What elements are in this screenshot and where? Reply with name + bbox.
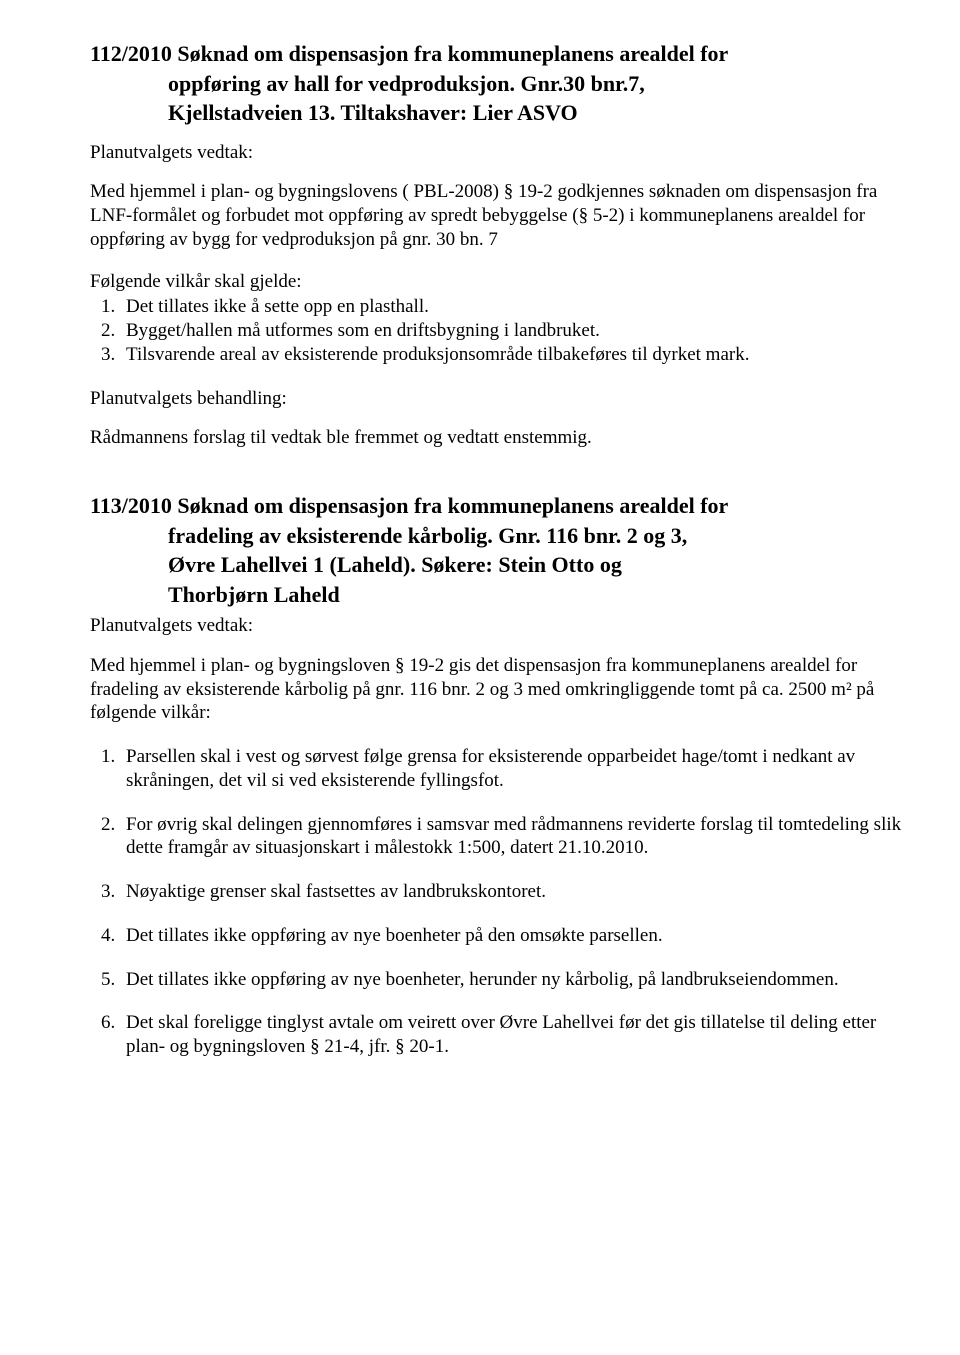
case-113-title-line1: 113/2010 Søknad om dispensasjon fra komm…: [90, 492, 905, 520]
case-112-vilkar-intro: Følgende vilkår skal gjelde:: [90, 270, 905, 294]
list-item: Nøyaktige grenser skal fastsettes av lan…: [120, 880, 905, 904]
case-112-vilkar-list: Det tillates ikke å sette opp en plastha…: [90, 295, 905, 366]
list-item: Det skal foreligge tinglyst avtale om ve…: [120, 1011, 905, 1059]
list-item: For øvrig skal delingen gjennomføres i s…: [120, 813, 905, 861]
list-item: Det tillates ikke å sette opp en plastha…: [120, 295, 905, 319]
case-112-title-line3: Kjellstadveien 13. Tiltakshaver: Lier AS…: [168, 99, 905, 127]
spacer: [90, 725, 905, 745]
case-113-title-line4: Thorbjørn Laheld: [168, 581, 905, 609]
case-112-behandling-body: Rådmannens forslag til vedtak ble fremme…: [90, 426, 905, 450]
spacer: [90, 450, 905, 492]
case-112-vedtak-body: Med hjemmel i plan- og bygningslovens ( …: [90, 180, 905, 251]
case-113-title-line3: Øvre Lahellvei 1 (Laheld). Søkere: Stein…: [168, 551, 905, 579]
case-112-title-line1: 112/2010 Søknad om dispensasjon fra komm…: [90, 40, 905, 68]
case-112-title-line2: oppføring av hall for vedproduksjon. Gnr…: [168, 70, 905, 98]
list-item: Det tillates ikke oppføring av nye boenh…: [120, 924, 905, 948]
case-113: 113/2010 Søknad om dispensasjon fra komm…: [90, 492, 905, 1059]
list-item: Bygget/hallen må utformes som en driftsb…: [120, 319, 905, 343]
list-item: Det tillates ikke oppføring av nye boenh…: [120, 968, 905, 992]
case-112-behandling-label: Planutvalgets behandling:: [90, 387, 905, 411]
case-112: 112/2010 Søknad om dispensasjon fra komm…: [90, 40, 905, 450]
case-113-vedtak-label: Planutvalgets vedtak:: [90, 614, 905, 638]
list-item: Tilsvarende areal av eksisterende produk…: [120, 343, 905, 367]
list-item: Parsellen skal i vest og sørvest følge g…: [120, 745, 905, 793]
case-113-title-line2: fradeling av eksisterende kårbolig. Gnr.…: [168, 522, 905, 550]
case-113-vedtak-body: Med hjemmel i plan- og bygningsloven § 1…: [90, 654, 905, 725]
case-113-vilkar-list: Parsellen skal i vest og sørvest følge g…: [90, 745, 905, 1059]
case-112-vedtak-label: Planutvalgets vedtak:: [90, 141, 905, 165]
